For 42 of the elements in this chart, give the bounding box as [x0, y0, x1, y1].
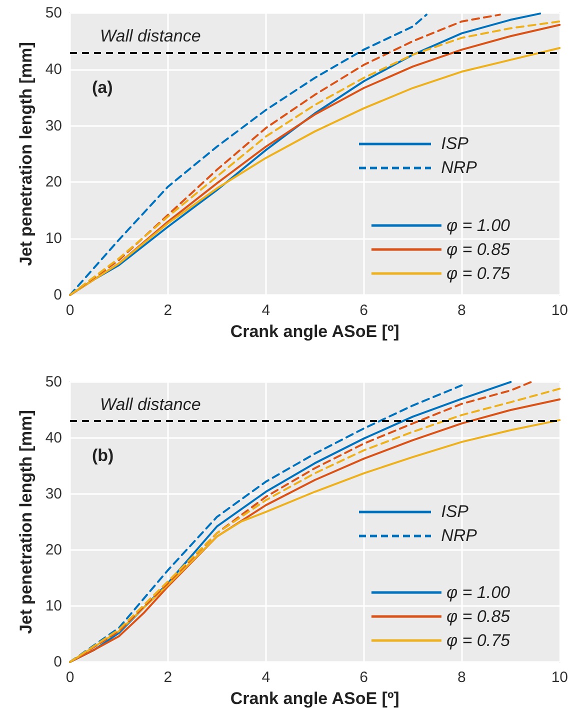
y-tick-label: 0 [54, 286, 62, 304]
legend-label: φ = 0.75 [446, 264, 511, 283]
x-tick-label: 4 [262, 669, 270, 686]
annotation: ISP [441, 134, 468, 154]
x-tick-label: 2 [164, 302, 172, 319]
x-tick-label: 0 [66, 669, 74, 686]
y-tick-label: 50 [45, 374, 62, 390]
y-tick-label: 40 [45, 60, 62, 78]
y-tick-label: 40 [45, 430, 62, 446]
annotation: (b) [92, 446, 114, 466]
x-tick-label: 2 [164, 669, 172, 686]
legend-label: φ = 0.85 [446, 240, 511, 259]
annotation: NRP [441, 158, 477, 178]
y-tick-label: 20 [45, 174, 62, 191]
x-tick-label: 6 [360, 302, 368, 319]
x-tick-label: 10 [551, 669, 568, 686]
x-tick-label: 0 [66, 302, 74, 319]
y-tick-label: 30 [45, 486, 62, 502]
y-tick-label: 20 [45, 542, 62, 558]
x-tick-label: 8 [458, 669, 466, 686]
x-tick-label: 6 [360, 669, 368, 686]
y-axis-title: Jet penetration length [mm] [16, 410, 36, 634]
y-tick-label: 10 [45, 230, 62, 248]
legend-label: φ = 1.00 [446, 216, 511, 235]
legend-label: φ = 0.85 [446, 607, 511, 626]
y-tick-label: 10 [45, 598, 62, 614]
x-tick-label: 10 [551, 302, 568, 319]
ref-line-label: Wall distance [100, 26, 201, 46]
x-tick-label: 4 [262, 302, 270, 319]
x-tick-label: 8 [458, 302, 466, 319]
annotation: NRP [441, 526, 477, 546]
y-tick-label: 0 [54, 654, 62, 670]
x-axis-title: Crank angle ASoE [º] [230, 322, 400, 341]
x-axis-title: Crank angle ASoE [º] [230, 688, 400, 708]
annotation: ISP [441, 502, 468, 522]
legend-label: φ = 1.00 [446, 583, 511, 602]
legend-label: φ = 0.75 [446, 631, 511, 650]
y-tick-label: 50 [45, 4, 62, 22]
y-axis-title: Jet penetration length [mm] [16, 42, 36, 266]
ref-line-label: Wall distance [100, 395, 201, 414]
y-tick-label: 30 [45, 117, 62, 134]
annotation: (a) [92, 78, 113, 98]
